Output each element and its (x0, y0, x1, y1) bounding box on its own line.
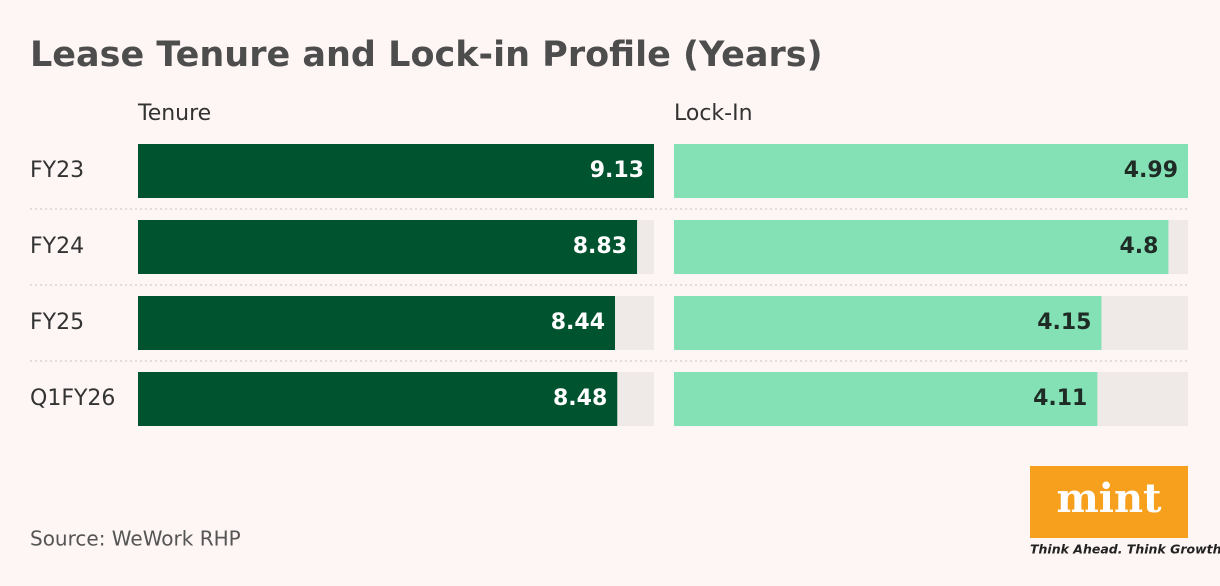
category-label: FY23 (30, 158, 84, 183)
data-label: 9.13 (590, 158, 644, 183)
category-label: FY25 (30, 310, 84, 335)
bar (138, 372, 618, 426)
bar (674, 220, 1169, 274)
logo-box (1030, 466, 1188, 538)
logo: mint (1056, 475, 1162, 522)
data-label: 8.44 (551, 310, 605, 335)
bar (674, 296, 1102, 350)
category-label: FY24 (30, 234, 84, 259)
data-label: 4.11 (1033, 386, 1087, 411)
source: Source: WeWork RHP (30, 527, 241, 551)
bar (138, 296, 616, 350)
data-label: 8.48 (553, 386, 607, 411)
data-label: 4.8 (1119, 234, 1158, 259)
category-label: Q1FY26 (30, 386, 115, 411)
series-name: Lock-In (674, 101, 753, 126)
data-label: 4.99 (1124, 158, 1178, 183)
bar (138, 220, 638, 274)
data-label: 4.15 (1037, 310, 1091, 335)
bar (674, 144, 1188, 198)
tagline: Think Ahead. Think Growth. (1030, 542, 1220, 557)
series-name: Tenure (137, 101, 211, 126)
chart-title: Lease Tenure and Lock-in Profile (Years) (30, 35, 823, 75)
bar (138, 144, 654, 198)
data-label: 8.83 (573, 234, 627, 259)
bar (674, 372, 1098, 426)
